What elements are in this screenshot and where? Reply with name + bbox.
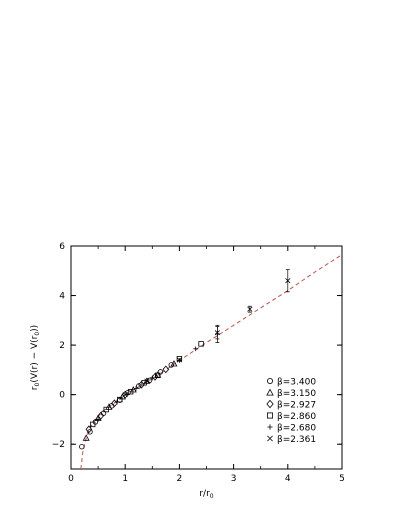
data-point [285,278,291,284]
data-point [79,444,85,450]
data-point [176,357,182,363]
data-point [168,362,174,368]
data-point [103,406,109,413]
x-tick-label: 3 [231,474,237,484]
data-points-group [79,269,291,450]
legend-label: β=3.400 [277,378,316,388]
legend-label: β=2.361 [277,435,316,445]
x-axis-label: r/r0 [199,489,213,500]
data-point [138,380,145,389]
data-point [150,375,155,381]
legend-marker-cross [267,435,273,442]
y-axis-label-subscript: 0 [34,332,41,336]
y-axis-label-part: )) [30,325,40,332]
legend-label: β=2.680 [277,424,316,434]
legend-marker-plus [267,424,273,430]
data-point [155,372,161,379]
y-axis-label-part: r [30,386,40,390]
data-point [105,403,113,410]
data-point [95,417,101,422]
data-point [97,411,105,420]
y-axis-label-subscript: 0 [34,383,41,387]
data-point [214,330,220,336]
legend-marker-diamond [266,399,274,409]
data-point [162,365,170,374]
x-axis-label-subscript: 0 [210,493,214,500]
legend-marker-circle [266,377,273,384]
y-tick-label: 6 [59,242,65,252]
y-tick-label: −2 [52,440,65,450]
data-point [170,360,178,367]
series-diamond [85,365,170,434]
series-cross [122,269,291,398]
data-point [157,369,164,375]
data-point [82,434,90,441]
legend-label: β=2.860 [277,412,316,422]
y-tick-label: 0 [59,391,65,401]
x-tick-label: 5 [339,474,345,484]
data-point [121,390,129,399]
x-tick-label: 4 [285,474,291,484]
data-point [193,346,198,352]
data-point [122,392,128,398]
data-point [117,396,123,403]
legend-label: β=2.927 [277,401,316,411]
data-point [151,372,159,381]
data-point [141,380,147,386]
data-point [89,421,96,428]
data-point [133,386,139,391]
series-plus [95,324,220,422]
data-point [247,306,253,312]
y-tick-label: 4 [59,292,65,302]
data-point [136,383,142,389]
x-tick-label: 2 [177,474,183,484]
legend-marker-square [266,412,273,419]
data-point [198,341,204,347]
data-point [144,378,150,384]
x-tick-label: 0 [68,474,74,484]
y-axis-label: r0(V(r) − V(r0)) [30,325,41,390]
data-point [127,388,134,395]
data-point [114,399,120,405]
axis-ticks: 0 1 2 3 4 5 −2 0 2 4 6 [52,242,345,484]
x-tick-label: 1 [122,474,128,484]
series-square [89,341,204,428]
legend-label: β=3.150 [277,389,316,399]
y-axis-label-part: (V(r) − V(r [30,335,40,382]
data-point [85,425,93,434]
y-tick-label: 2 [59,341,65,351]
legend-marker-triangle [266,388,274,396]
